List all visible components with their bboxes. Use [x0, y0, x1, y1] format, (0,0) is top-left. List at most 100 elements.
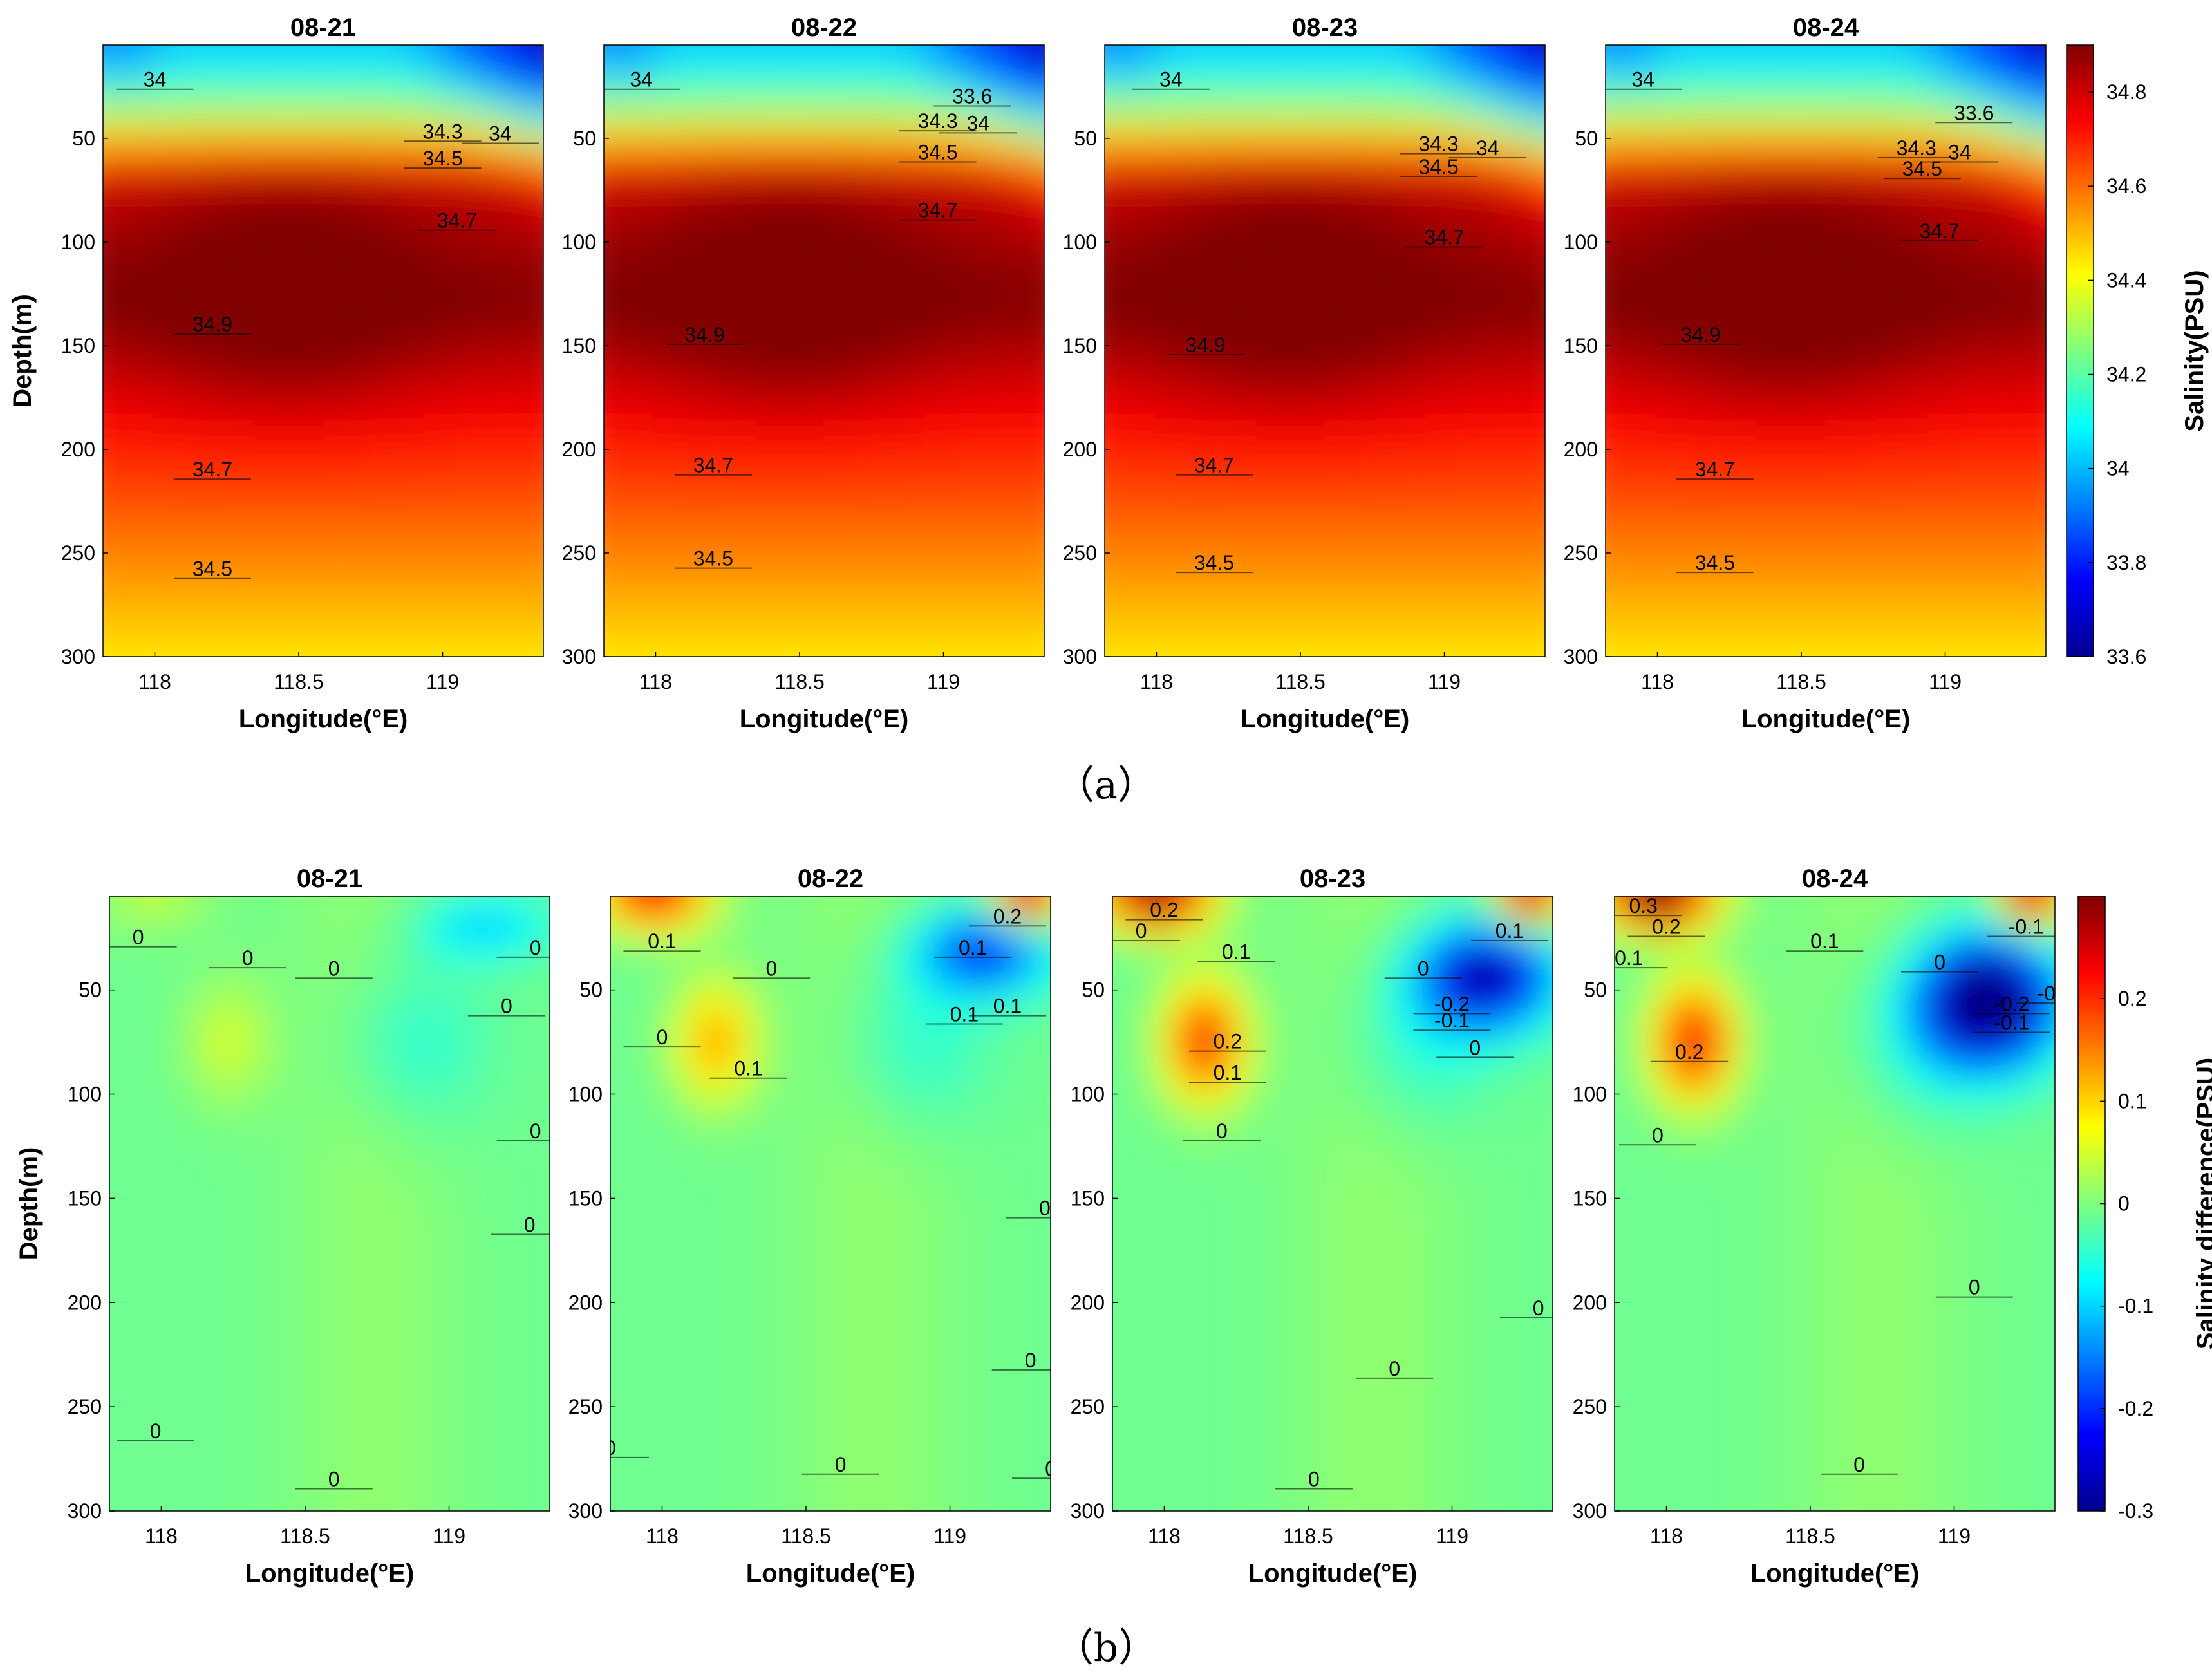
heatmap-cell	[1544, 595, 1545, 617]
heatmap-cell	[390, 45, 409, 46]
heatmap-cell	[221, 106, 239, 127]
heatmap-cell	[1290, 513, 1309, 535]
heatmap-cell	[1740, 146, 1759, 168]
heatmap-cell	[1307, 492, 1326, 515]
heatmap-cell	[481, 1203, 500, 1225]
heatmap-cell	[464, 957, 483, 979]
heatmap-cell	[1060, 207, 1078, 229]
heatmap-cell	[136, 370, 155, 393]
heatmap-cell	[959, 167, 977, 189]
heatmap-cell	[1205, 228, 1224, 250]
heatmap-cell	[159, 1121, 178, 1143]
heatmap-cell	[2011, 677, 2029, 699]
heatmap-cell	[323, 228, 341, 250]
heatmap-cell	[1172, 248, 1190, 270]
heatmap-cell	[509, 126, 527, 148]
heatmap-cell	[1994, 187, 2013, 209]
heatmap-cell	[1425, 534, 1445, 556]
heatmap-cell	[1044, 249, 1062, 270]
heatmap-cell	[2011, 635, 2030, 657]
heatmap-cell	[203, 635, 223, 657]
heatmap-cell	[1476, 268, 1495, 290]
heatmap-cell	[1273, 595, 1292, 617]
heatmap-cell	[492, 4, 510, 26]
heatmap-cell	[1138, 534, 1156, 556]
heatmap-cell	[210, 1305, 229, 1327]
heatmap-cell	[176, 957, 195, 979]
heatmap-cell	[1893, 513, 1911, 535]
heatmap-cell	[397, 977, 415, 1000]
heatmap-cell	[1606, 431, 1624, 454]
heatmap-cell	[278, 1264, 297, 1286]
heatmap-cell	[908, 106, 926, 127]
heatmap-cell	[755, 330, 774, 352]
heatmap-cell	[1205, 187, 1224, 209]
heatmap-cell	[221, 391, 239, 413]
heatmap-cell	[221, 289, 239, 311]
heatmap-cell	[103, 492, 104, 515]
heatmap-cell	[142, 915, 161, 938]
heatmap-cell	[312, 1059, 330, 1082]
heatmap-cell	[1926, 106, 1945, 127]
heatmap-cell	[346, 977, 364, 1000]
heatmap-cell	[1622, 677, 1640, 699]
heatmap-cell	[474, 473, 494, 494]
heatmap-cell	[975, 45, 995, 46]
heatmap-cell	[1740, 187, 1759, 209]
heatmap-cell	[1459, 574, 1478, 596]
heatmap-cell	[653, 473, 673, 494]
heatmap-cell	[874, 677, 892, 699]
heatmap-cell	[604, 45, 622, 46]
heatmap-cell	[1842, 85, 1861, 107]
heatmap-cell	[2028, 452, 2046, 474]
heatmap-cell	[840, 309, 859, 332]
heatmap-cell	[823, 207, 842, 229]
heatmap-cell	[221, 492, 239, 515]
heatmap-cell	[210, 1018, 229, 1040]
heatmap-cell	[329, 1223, 348, 1246]
heatmap-cell	[2045, 248, 2046, 270]
heatmap-cell	[1655, 635, 1674, 657]
heatmap-cell	[441, 45, 460, 46]
heatmap-cell	[756, 677, 774, 699]
heatmap-cell	[390, 473, 409, 494]
heatmap-cell	[1009, 473, 1028, 494]
heatmap-cell	[170, 534, 189, 556]
heatmap-cell	[1087, 411, 1105, 433]
heatmap-cell	[481, 957, 500, 979]
heatmap-cell	[1791, 411, 1810, 433]
heatmap-cell	[704, 187, 724, 209]
heatmap-cell	[738, 268, 757, 290]
heatmap-cell	[755, 370, 774, 393]
heatmap-cell	[447, 1244, 466, 1266]
heatmap-cell	[722, 207, 740, 229]
heatmap-cell	[1673, 473, 1691, 494]
heatmap-cell	[1926, 431, 1945, 454]
heatmap-cell	[1425, 85, 1445, 107]
heatmap-cell	[604, 595, 605, 617]
heatmap-cell	[2011, 248, 2030, 270]
heatmap-cell	[2011, 574, 2030, 596]
heatmap-cell	[1223, 431, 1241, 454]
heatmap-cell	[447, 957, 466, 979]
heatmap-cell	[109, 957, 127, 979]
heatmap-cell	[1324, 391, 1343, 413]
contour-label: 34.7	[1405, 225, 1483, 249]
heatmap-cell	[1060, 4, 1078, 26]
heatmap-cell	[1009, 595, 1028, 617]
heatmap-cell	[346, 957, 364, 979]
heatmap-cell	[187, 248, 205, 270]
heatmap-cell	[620, 330, 639, 352]
heatmap-cell	[1477, 4, 1495, 26]
heatmap-cell	[1105, 207, 1123, 229]
heatmap-cell	[407, 595, 426, 617]
heatmap-cell	[413, 1141, 432, 1163]
heatmap-cell	[1757, 4, 1776, 26]
heatmap-cell	[549, 1223, 550, 1246]
heatmap-cell	[1172, 411, 1190, 433]
heatmap-cell	[1571, 677, 1589, 699]
heatmap-cell	[447, 1284, 466, 1307]
heatmap-cell	[1638, 411, 1657, 433]
heatmap-cell	[1494, 167, 1512, 189]
heatmap-cell	[1706, 615, 1725, 637]
